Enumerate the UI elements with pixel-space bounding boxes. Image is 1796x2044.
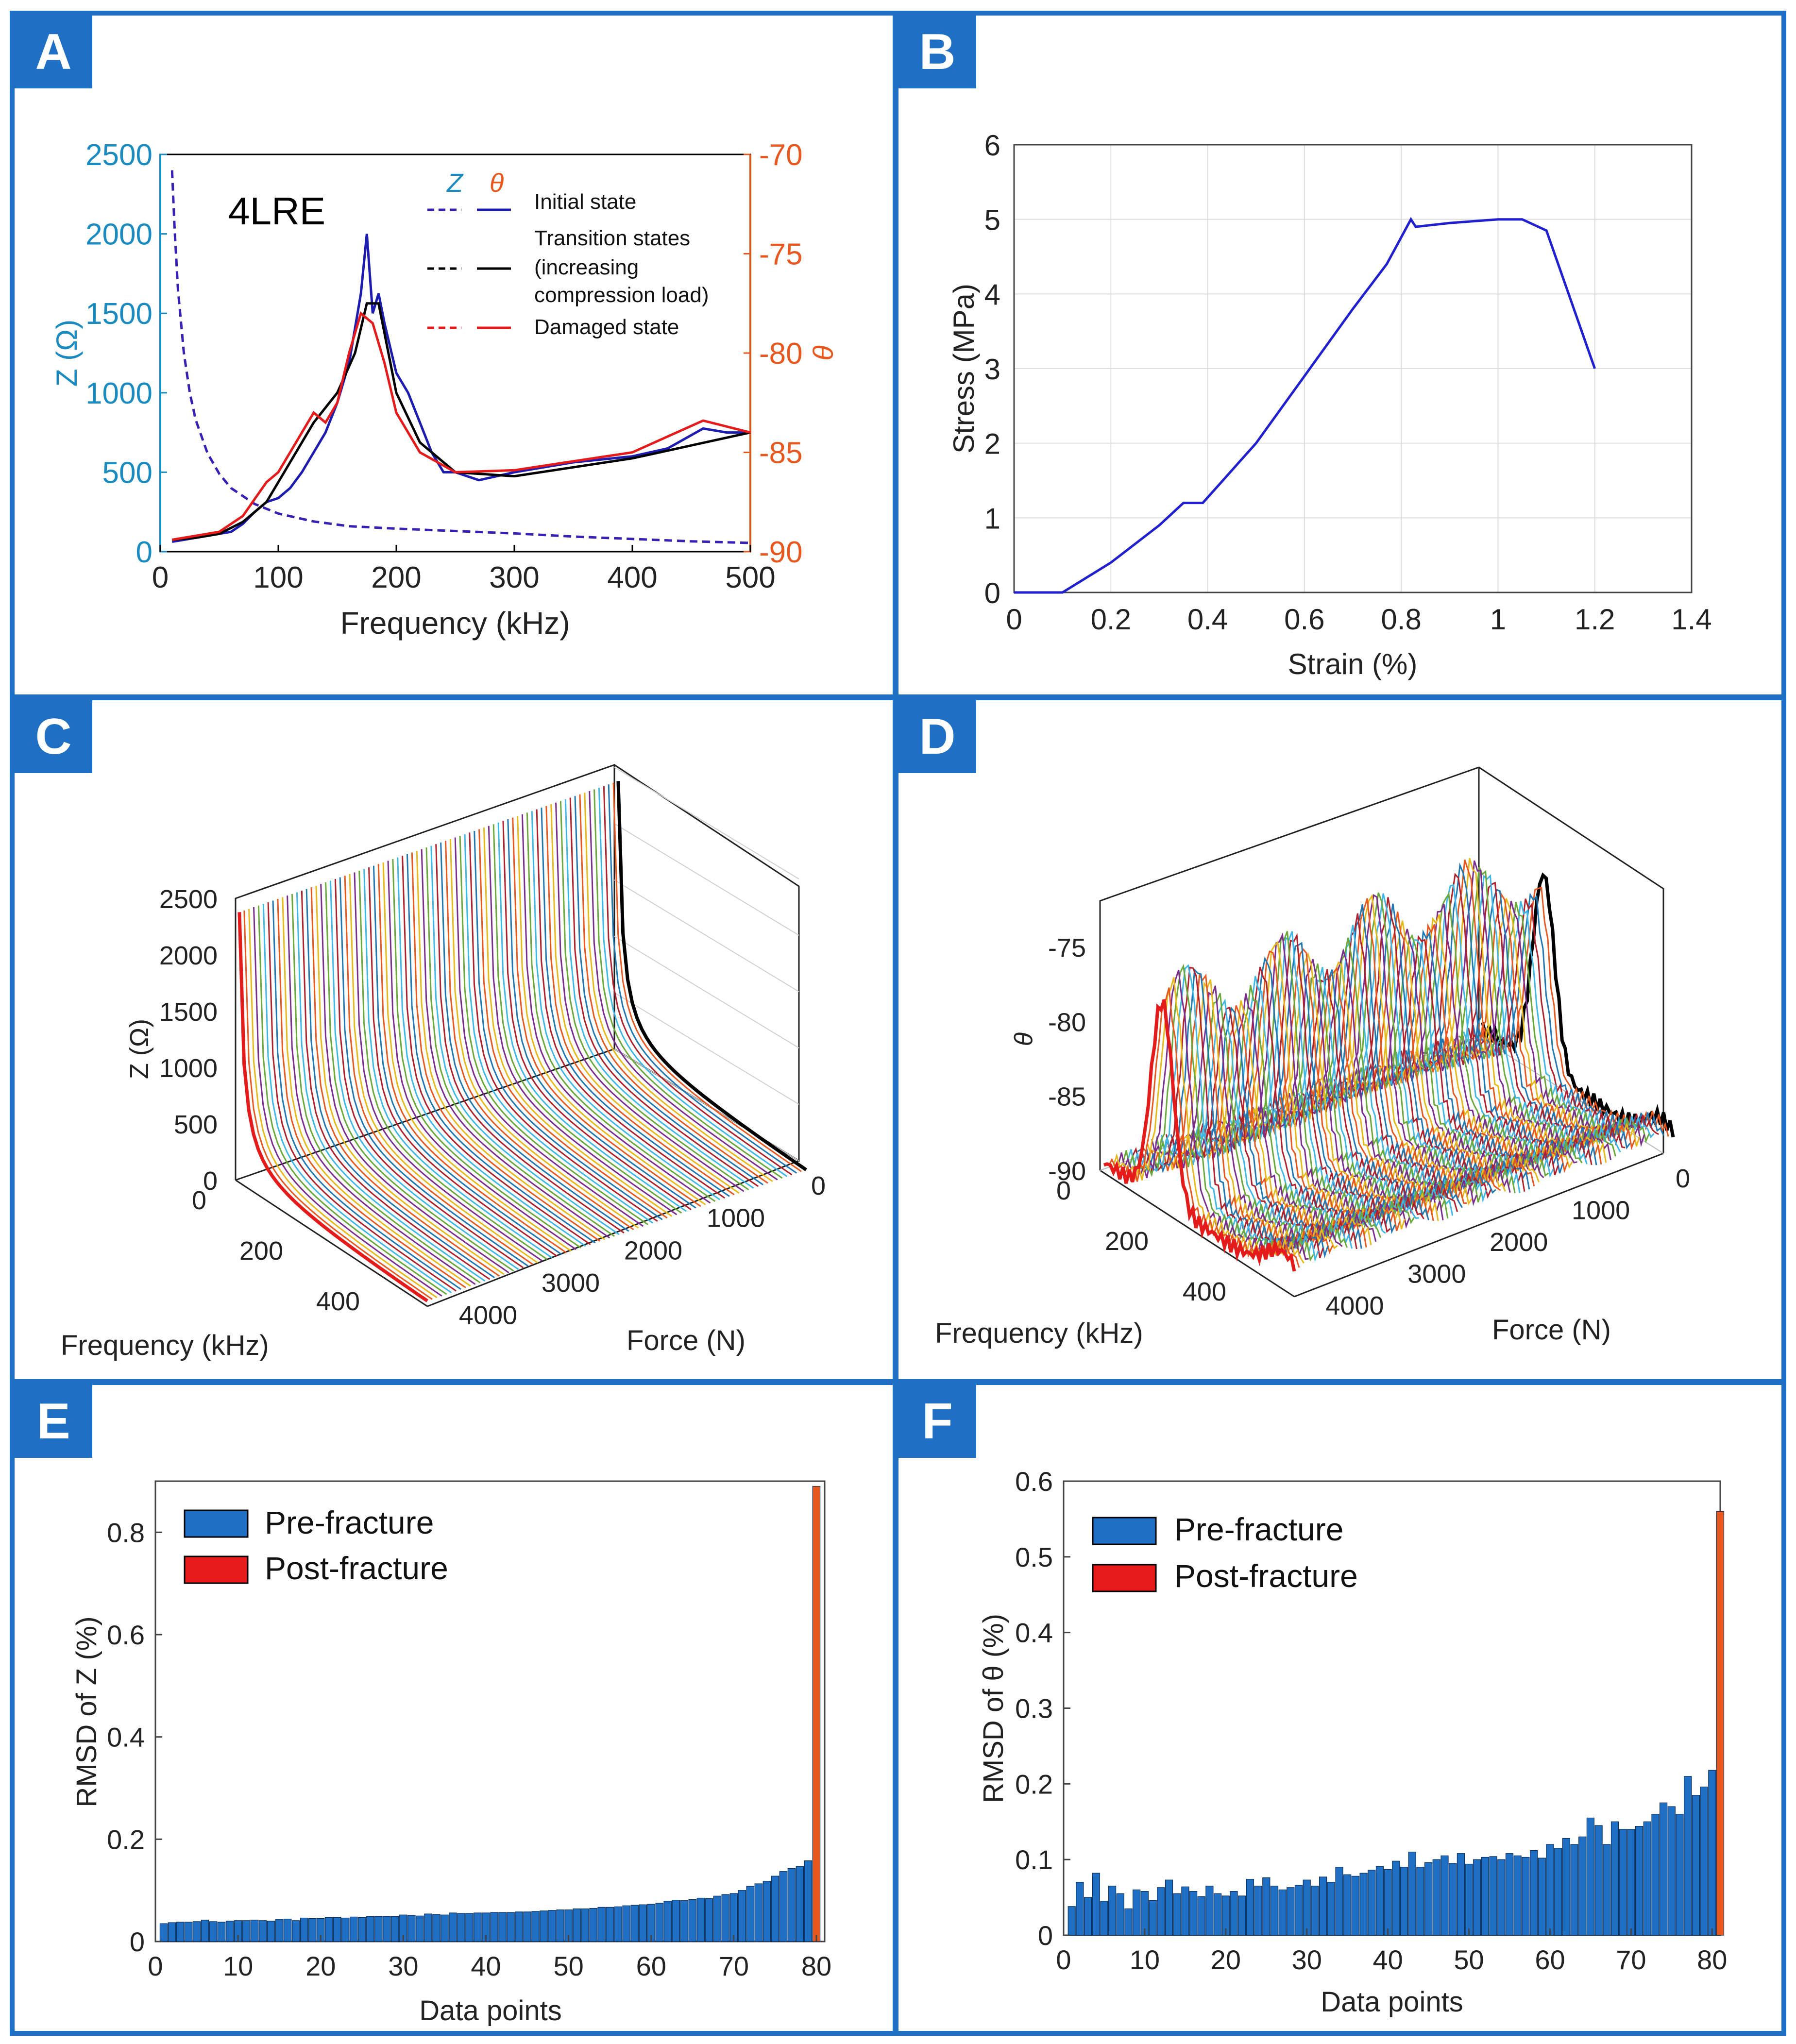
panel-f: F bbox=[894, 1380, 1786, 2036]
panel-e: E bbox=[10, 1380, 898, 2036]
panel-f-badge: F bbox=[898, 1385, 976, 1458]
panel-b-badge: B bbox=[898, 16, 976, 88]
panel-c-badge: C bbox=[15, 700, 92, 773]
panel-a-badge: A bbox=[15, 16, 92, 88]
panel-d: D bbox=[894, 695, 1786, 1384]
panel-c: C bbox=[10, 695, 898, 1384]
panel-b: B bbox=[894, 11, 1786, 699]
panel-d-badge: D bbox=[898, 700, 976, 773]
panel-e-badge: E bbox=[15, 1385, 92, 1458]
panel-a: A bbox=[10, 11, 898, 699]
